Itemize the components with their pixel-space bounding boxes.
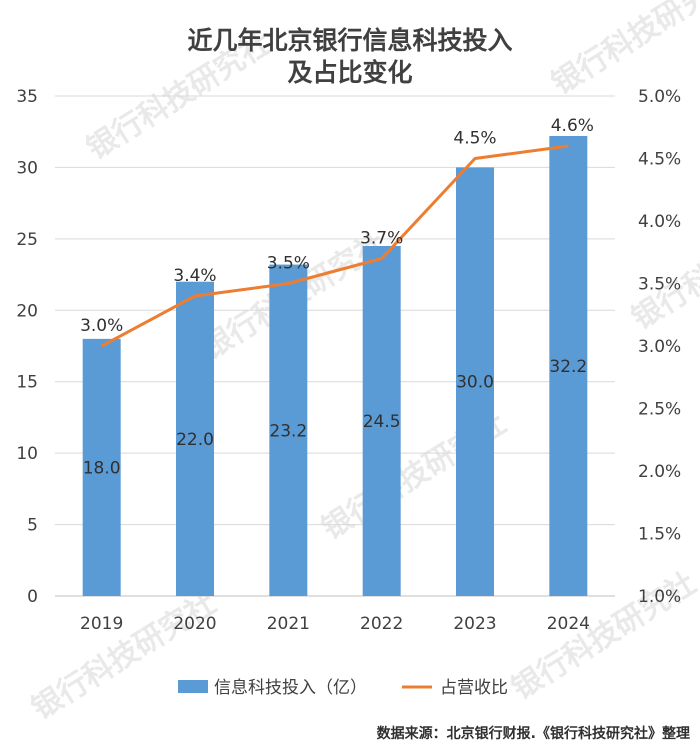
x-axis-tick-label: 2022 (360, 614, 403, 634)
bar-value-label: 24.5 (363, 412, 401, 432)
left-axis-tick-label: 30 (16, 158, 38, 178)
gridlines (55, 95, 615, 597)
right-axis-tick-label: 5.0% (638, 87, 681, 107)
bar-value-label: 32.2 (549, 357, 587, 377)
bar (82, 338, 121, 596)
bar (549, 136, 588, 596)
bar-value-label: 30.0 (456, 373, 494, 393)
line-value-label: 3.4% (173, 266, 216, 286)
line-path (100, 144, 569, 348)
chart-title-line-1: 近几年北京银行信息科技投入 (187, 26, 512, 55)
right-axis-tick-label: 4.0% (638, 212, 681, 232)
left-axis-tick-label: 0 (27, 587, 38, 607)
bar-series: 18.0 22.0 23.2 24.5 30.0 32.2 (82, 136, 588, 596)
x-axis-tick-label: 2019 (80, 614, 123, 634)
chart-title: 近几年北京银行信息科技投入 及占比变化 (187, 26, 512, 87)
legend-bar-swatch (178, 680, 208, 693)
x-axis-tick-label: 2024 (547, 614, 590, 634)
legend: 信息科技投入（亿） 占营收比 (178, 678, 508, 698)
right-axis-tick-label: 3.5% (638, 275, 681, 295)
x-axis-tick-label: 2020 (173, 614, 216, 634)
left-axis-tick-label: 15 (16, 373, 38, 393)
left-axis-tick-label: 20 (16, 301, 38, 321)
left-axis-tick-label: 10 (16, 444, 38, 464)
left-axis-tick-label: 35 (16, 87, 38, 107)
line-value-label: 4.5% (453, 129, 496, 149)
bar (456, 167, 494, 596)
right-axis-ticks: 1.0% 1.5% 2.0% 2.5% 3.0% 3.5% 4.0% 4.5% 5.0% (638, 87, 681, 607)
legend-line-label: 占营收比 (440, 678, 508, 698)
bar (269, 264, 308, 596)
line-value-label: 3.0% (80, 316, 123, 336)
bar-value-label: 23.2 (269, 421, 307, 441)
bar-value-label: 18.0 (83, 458, 121, 478)
legend-bar-label: 信息科技投入（亿） (214, 678, 367, 698)
line-value-label: 3.7% (360, 229, 403, 249)
x-axis-tick-label: 2023 (453, 614, 496, 634)
x-axis-ticks: 2019 2020 2021 2022 2023 2024 (80, 614, 590, 634)
bar-value-label: 22.0 (176, 430, 214, 450)
right-axis-tick-label: 4.5% (638, 150, 681, 170)
chart-title-line-2: 及占比变化 (287, 58, 412, 87)
right-axis-tick-label: 2.5% (638, 400, 681, 420)
line-value-label: 3.5% (267, 254, 310, 274)
source-note: 数据来源：北京银行财报.《银行科技研究社》整理 (377, 725, 690, 742)
bar (176, 281, 214, 596)
bar (362, 246, 401, 596)
line-value-label: 4.6% (551, 116, 594, 136)
left-axis-tick-label: 5 (27, 516, 38, 536)
right-axis-tick-label: 1.0% (638, 587, 681, 607)
left-axis-ticks: 0 5 10 15 20 25 30 35 (16, 87, 38, 607)
right-axis-tick-label: 2.0% (638, 462, 681, 482)
left-axis-tick-label: 25 (16, 230, 38, 250)
right-axis-tick-label: 1.5% (638, 525, 681, 545)
right-axis-tick-label: 3.0% (638, 337, 681, 357)
line-series: 3.0% 3.4% 3.5% 3.7% 4.5% 4.6% (80, 116, 594, 348)
x-axis-tick-label: 2021 (267, 614, 310, 634)
